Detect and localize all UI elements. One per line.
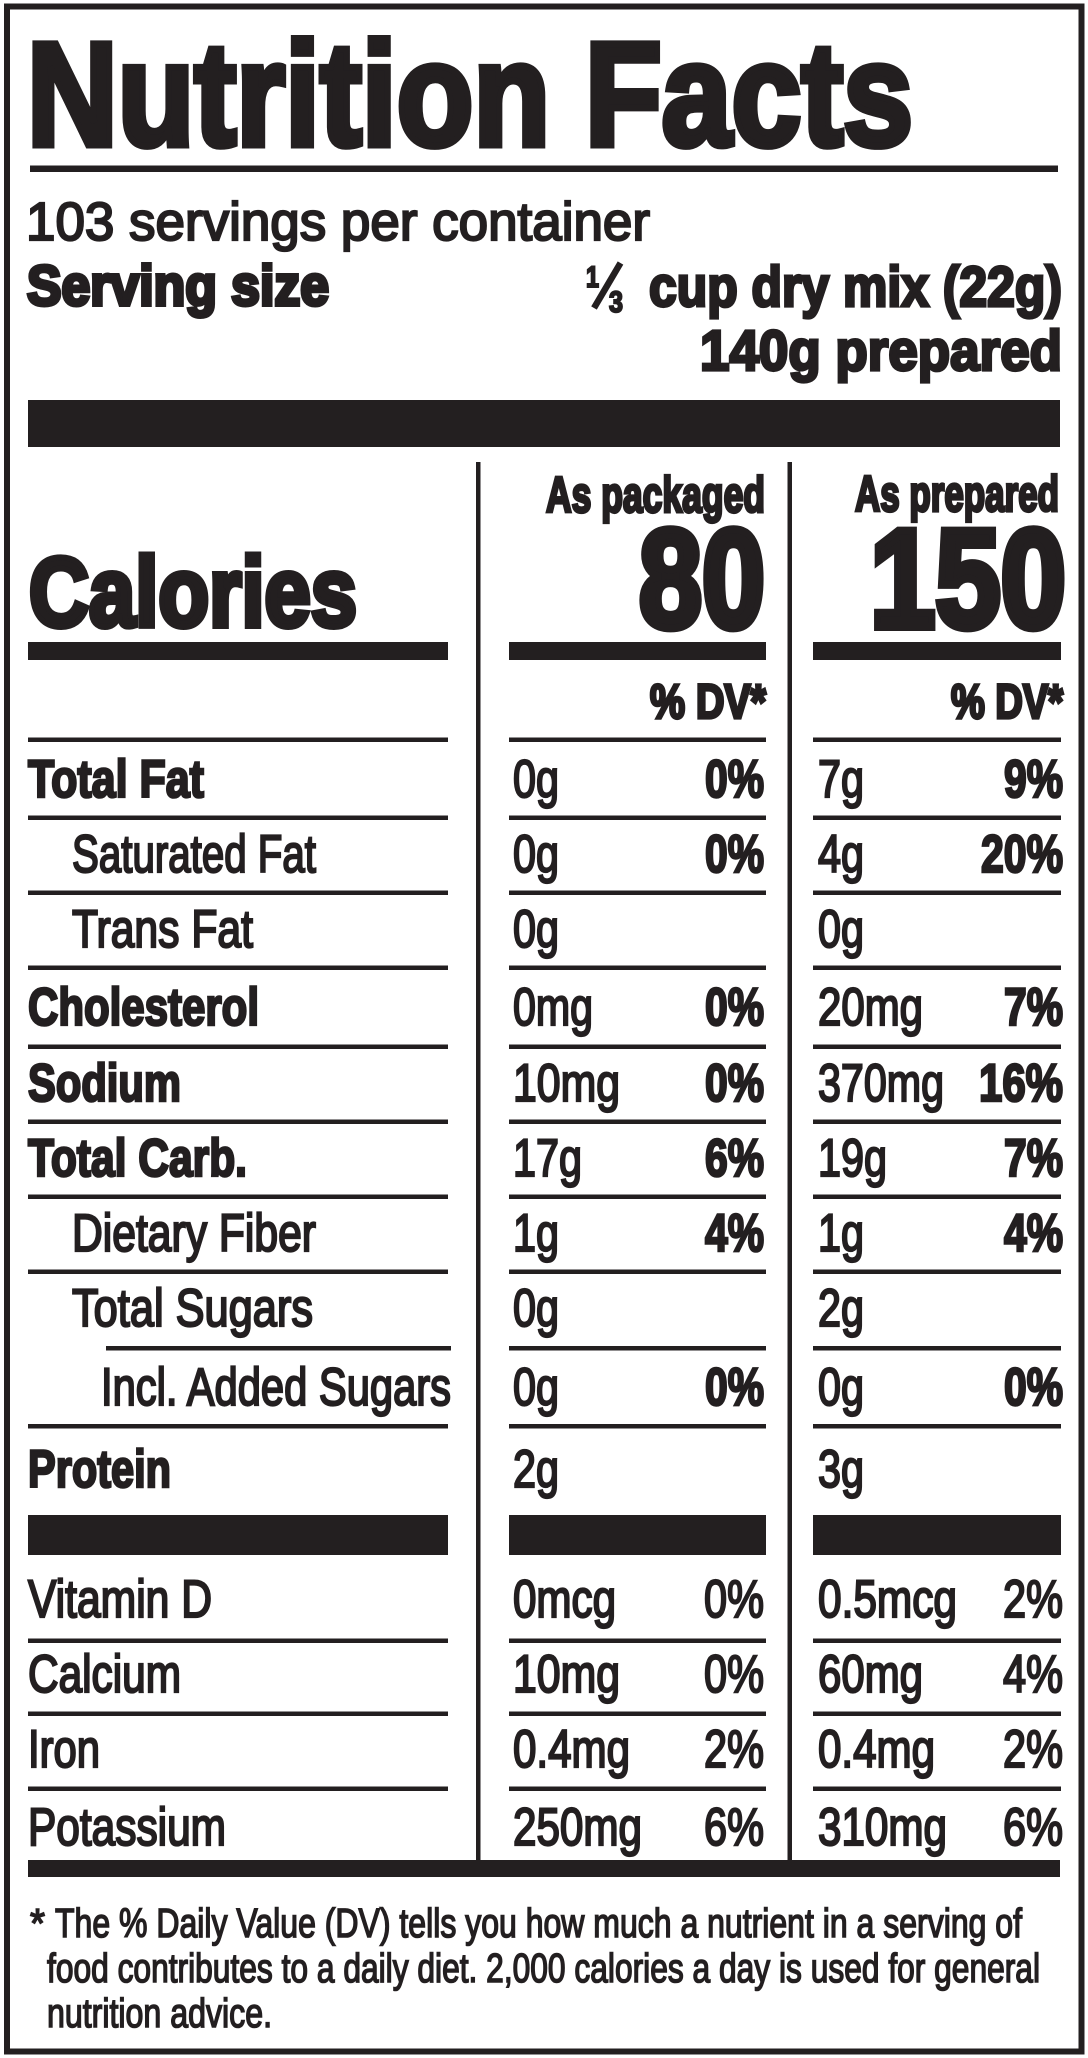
svg-text:9%: 9% (1004, 750, 1063, 809)
svg-text:% DV*: % DV* (951, 676, 1063, 729)
svg-text:3g: 3g (818, 1440, 864, 1499)
svg-text:0%: 0% (705, 1054, 764, 1113)
svg-text:Total Sugars: Total Sugars (72, 1279, 313, 1338)
svg-text:2g: 2g (513, 1440, 559, 1499)
svg-text:As prepared: As prepared (855, 466, 1059, 522)
svg-text:0mg: 0mg (513, 978, 593, 1037)
svg-text:nutrition advice.: nutrition advice. (47, 1990, 272, 2036)
svg-text:20%: 20% (981, 825, 1063, 884)
svg-text:80: 80 (639, 500, 765, 657)
svg-text:2%: 2% (704, 1720, 764, 1779)
svg-text:0%: 0% (705, 825, 764, 884)
svg-text:310mg: 310mg (818, 1798, 947, 1857)
svg-text:0.5mcg: 0.5mcg (818, 1570, 957, 1629)
svg-text:0g: 0g (818, 900, 864, 959)
svg-text:Nutrition Facts: Nutrition Facts (27, 13, 913, 177)
svg-text:2g: 2g (818, 1279, 864, 1338)
svg-text:6%: 6% (1003, 1798, 1063, 1857)
svg-text:Calcium: Calcium (28, 1645, 181, 1704)
svg-text:2%: 2% (1003, 1570, 1063, 1629)
svg-text:4%: 4% (1003, 1645, 1063, 1704)
svg-text:2%: 2% (1003, 1720, 1063, 1779)
svg-text:4%: 4% (705, 1204, 764, 1263)
svg-text:16%: 16% (979, 1054, 1063, 1113)
svg-text:0%: 0% (1004, 1358, 1063, 1417)
svg-text:0g: 0g (513, 825, 559, 884)
svg-text:7%: 7% (1004, 978, 1063, 1037)
svg-text:0%: 0% (705, 750, 764, 809)
svg-text:*: * (30, 1900, 45, 1946)
svg-text:250mg: 250mg (513, 1798, 642, 1857)
svg-text:0g: 0g (513, 900, 559, 959)
svg-text:140g prepared: 140g prepared (700, 319, 1062, 383)
svg-text:Protein: Protein (28, 1440, 171, 1499)
svg-text:7%: 7% (1004, 1129, 1063, 1188)
svg-text:0mcg: 0mcg (513, 1570, 616, 1629)
svg-text:Serving size: Serving size (27, 254, 329, 318)
svg-text:370mg: 370mg (818, 1054, 944, 1113)
svg-text:% DV*: % DV* (650, 676, 766, 729)
svg-text:1g: 1g (513, 1204, 559, 1263)
svg-text:60mg: 60mg (818, 1645, 923, 1704)
svg-text:7g: 7g (818, 750, 864, 809)
svg-text:150: 150 (870, 500, 1066, 657)
svg-text:103 servings per container: 103 servings per container (26, 192, 650, 252)
svg-text:0.4mg: 0.4mg (513, 1720, 630, 1779)
svg-text:17g: 17g (513, 1129, 582, 1188)
svg-text:Cholesterol: Cholesterol (28, 978, 259, 1037)
svg-text:4%: 4% (1004, 1204, 1063, 1263)
svg-text:Iron: Iron (28, 1720, 100, 1779)
svg-text:As packaged: As packaged (546, 467, 765, 523)
svg-text:0%: 0% (704, 1570, 764, 1629)
svg-text:food contributes to a daily di: food contributes to a daily diet. 2,000 … (47, 1945, 1040, 1991)
svg-text:The % Daily Value (DV) tells y: The % Daily Value (DV) tells you how muc… (55, 1900, 1022, 1946)
svg-text:Saturated Fat: Saturated Fat (72, 825, 316, 884)
svg-text:1: 1 (586, 261, 599, 294)
svg-text:Total Carb.: Total Carb. (28, 1129, 247, 1188)
svg-text:20mg: 20mg (818, 978, 923, 1037)
svg-text:0g: 0g (513, 1279, 559, 1338)
svg-text:0%: 0% (705, 978, 764, 1037)
svg-text:Trans Fat: Trans Fat (72, 900, 253, 959)
svg-text:6%: 6% (704, 1798, 764, 1857)
svg-text:0g: 0g (818, 1358, 864, 1417)
svg-text:0%: 0% (704, 1645, 764, 1704)
svg-text:Vitamin D: Vitamin D (28, 1570, 212, 1629)
svg-text:19g: 19g (818, 1129, 887, 1188)
svg-text:0.4mg: 0.4mg (818, 1720, 935, 1779)
svg-text:Dietary Fiber: Dietary Fiber (72, 1204, 316, 1263)
svg-text:0g: 0g (513, 750, 559, 809)
svg-text:1g: 1g (818, 1204, 864, 1263)
svg-text:Calories: Calories (29, 537, 357, 647)
svg-text:Incl. Added Sugars: Incl. Added Sugars (101, 1358, 451, 1417)
svg-text:0g: 0g (513, 1358, 559, 1417)
svg-text:4g: 4g (818, 825, 864, 884)
svg-text:Sodium: Sodium (28, 1054, 181, 1113)
svg-text:Potassium: Potassium (28, 1798, 226, 1857)
svg-text:0%: 0% (705, 1358, 764, 1417)
svg-text:Total Fat: Total Fat (28, 750, 204, 809)
svg-text:10mg: 10mg (513, 1645, 620, 1704)
svg-text:3: 3 (609, 286, 623, 319)
svg-text:10mg: 10mg (513, 1054, 620, 1113)
svg-text:6%: 6% (705, 1129, 764, 1188)
svg-text:cup dry mix (22g): cup dry mix (22g) (649, 255, 1062, 319)
